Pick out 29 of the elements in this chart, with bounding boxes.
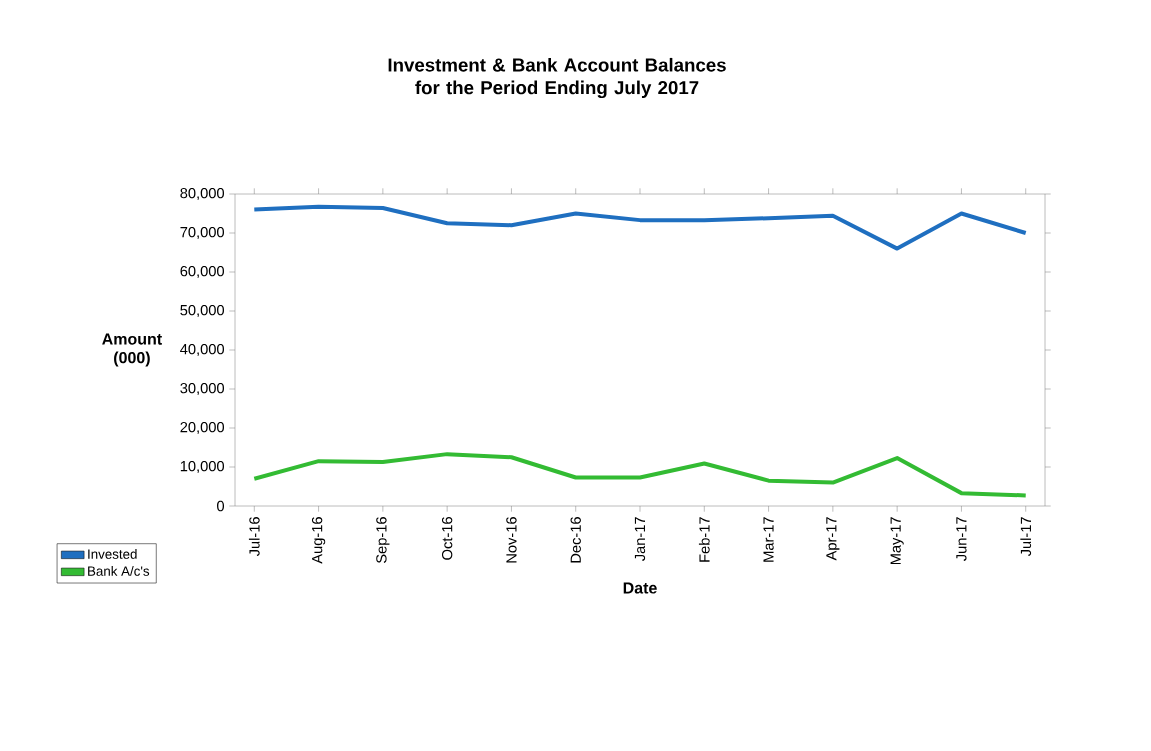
legend-label: Bank A/c's [88,566,150,576]
y-tick-label: 10,000 [180,460,225,474]
y-tick-label: 30,000 [180,382,225,396]
x-tick-label: Mar-17 [763,517,774,562]
line-series [252,204,1028,251]
y-tick-label: 50,000 [180,304,225,318]
x-tick-label: Jan-17 [634,517,646,562]
y-tick-label: 60,000 [180,265,225,279]
chart-title: Investment & Bank Account Balances for the Period Ending July 2017 [388,57,726,99]
y-tick-label: 80,000 [180,187,225,201]
y-axis-title: Amount (000) [102,333,162,367]
x-tick-label: Jul-16 [248,517,260,557]
x-tick-label: May-17 [890,517,904,565]
x-tick-label: Dec-16 [570,517,581,563]
y-tick-label: 40,000 [180,343,225,357]
y-tick-label: 0 [217,500,225,512]
x-tick-label: Aug-16 [311,517,326,564]
y-tick-label: 70,000 [180,226,225,240]
x-tick-label: Oct-16 [441,517,453,560]
x-axis-title: Date [623,582,657,594]
x-tick-label: Sep-16 [376,517,390,564]
x-tick-label: Jul-17 [1020,517,1032,557]
x-tick-label: Nov-16 [506,517,517,563]
x-tick-label: Jun-17 [956,517,967,562]
x-tick-label: Feb-17 [698,517,710,562]
y-tick-label: 20,000 [180,421,225,435]
line-series [252,452,1028,498]
legend-label: Invested [88,549,137,559]
x-tick-label: Apr-17 [826,517,840,561]
